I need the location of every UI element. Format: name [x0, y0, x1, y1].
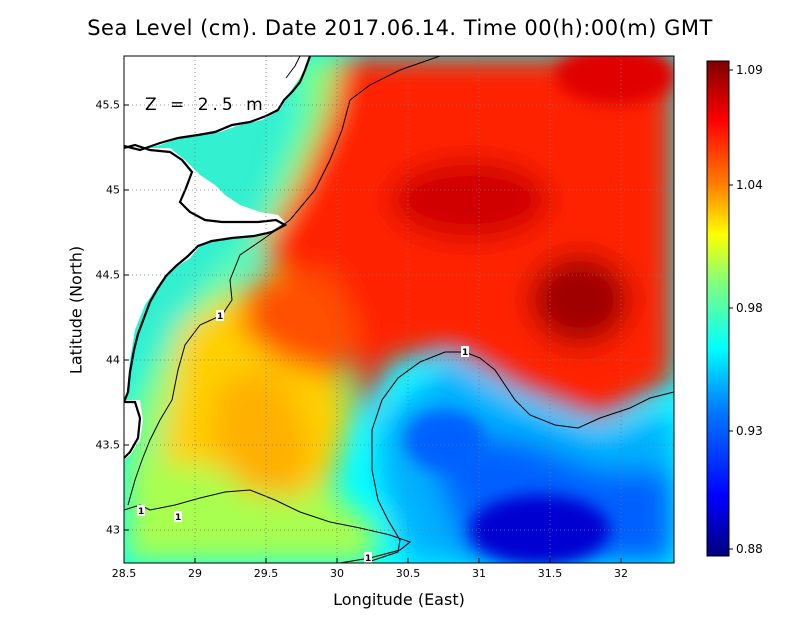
- contour-label: 1: [365, 554, 371, 564]
- contour-label: 1: [138, 507, 144, 517]
- y-tick-label: 43.5: [95, 438, 121, 452]
- colorbar-tick-label: 0.88: [736, 542, 763, 556]
- x-tick-label: 29: [188, 567, 202, 580]
- x-tick-label: 29.5: [253, 567, 279, 580]
- y-tick-label: 45: [106, 183, 120, 197]
- x-tick-label: 30.5: [395, 567, 421, 580]
- colorbar-ticks: [729, 69, 733, 550]
- x-tick-label: 32: [614, 567, 628, 580]
- depth-label: Z = 2.5 m: [145, 95, 267, 115]
- x-axis-label: Longitude (East): [333, 590, 465, 609]
- x-axis-ticks: [123, 104, 622, 563]
- x-tick-label: 31: [472, 567, 486, 580]
- colorbar: [706, 60, 730, 557]
- map-title: Sea Level (cm). Date 2017.06.14. Time 00…: [87, 16, 713, 40]
- y-tick-label: 43: [106, 523, 120, 537]
- x-tick-label: 31.5: [537, 567, 563, 580]
- contour-label: 1: [175, 513, 181, 523]
- x-tick-label: 28.5: [111, 567, 137, 580]
- contour-label: 1: [462, 348, 468, 358]
- sea-level-field: [124, 56, 674, 563]
- y-tick-label: 44: [106, 353, 120, 367]
- y-tick-label: 45.5: [95, 98, 121, 112]
- y-axis-label: Latitude (North): [66, 245, 86, 375]
- x-tick-label: 30: [330, 567, 344, 580]
- contour-labels: 1 1 1 1 1: [137, 310, 469, 564]
- colorbar-tick-label: 0.98: [736, 301, 763, 315]
- colorbar-tick-label: 1.09: [736, 63, 763, 77]
- y-tick-label: 44.5: [95, 268, 121, 282]
- colorbar-tick-label: 1.04: [736, 178, 763, 192]
- contour-label: 1: [217, 312, 223, 322]
- colorbar-tick-label: 0.93: [736, 424, 763, 438]
- plot-frame: [123, 55, 675, 564]
